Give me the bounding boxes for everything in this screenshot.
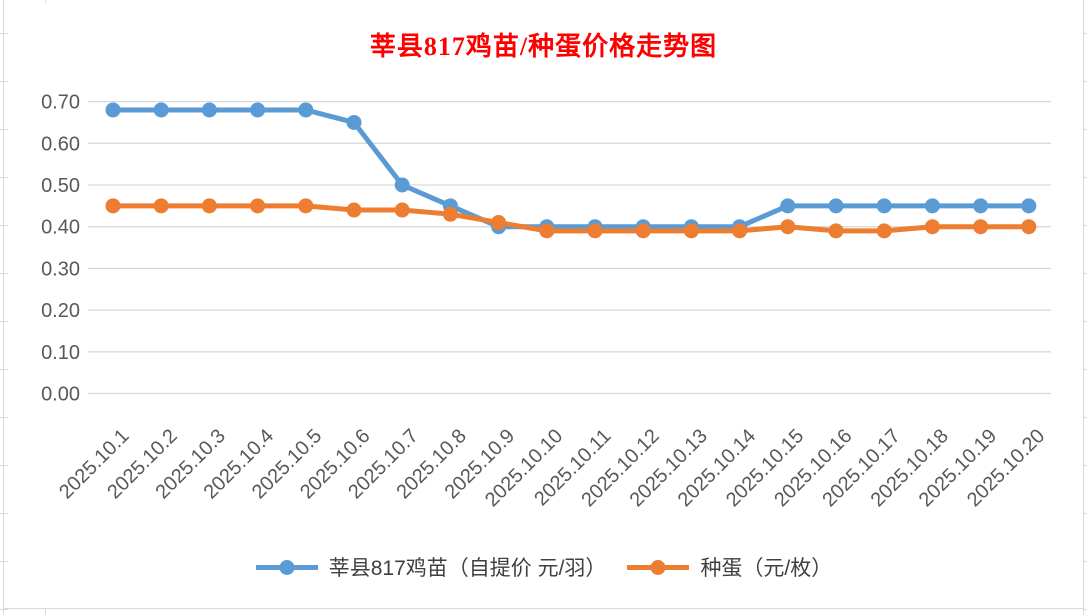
y-axis-tick-label: 0.20: [41, 300, 80, 322]
legend: 莘县817鸡苗（自提价 元/羽） 种蛋（元/枚）: [0, 552, 1087, 582]
spreadsheet-gridline: [45, 609, 46, 615]
data-point-marker: [250, 198, 266, 214]
data-point-marker: [298, 198, 314, 214]
y-axis-tick-label: 0.10: [41, 342, 80, 364]
data-point-marker: [105, 198, 121, 214]
data-point-marker: [105, 102, 121, 118]
data-point-marker: [346, 114, 362, 130]
data-point-marker: [201, 198, 217, 214]
spreadsheet-gridline: [45, 0, 46, 3]
series-line: [110, 203, 1032, 234]
legend-label-egg: 种蛋（元/枚）: [700, 557, 833, 580]
legend-label-chick: 莘县817鸡苗（自提价 元/羽）: [328, 557, 607, 580]
data-point-marker: [298, 102, 314, 118]
data-point-marker: [1021, 219, 1037, 235]
data-point-marker: [973, 219, 989, 235]
y-axis-tick-label: 0.70: [41, 92, 80, 114]
y-axis-tick-label: 0.40: [41, 217, 80, 239]
data-point-marker: [394, 177, 410, 193]
data-point-marker: [491, 215, 507, 231]
y-axis-tick-label: 0.50: [41, 175, 80, 197]
data-point-marker: [732, 223, 748, 239]
data-point-marker: [250, 102, 266, 118]
data-point-marker: [587, 223, 603, 239]
data-point-marker: [973, 198, 989, 214]
spreadsheet-gridline: [4, 608, 1084, 609]
data-point-marker: [346, 202, 362, 218]
y-axis-tick-label: 0.60: [41, 133, 80, 155]
data-point-marker: [201, 102, 217, 118]
y-axis-tick-label: 0.30: [41, 258, 80, 280]
data-point-marker: [924, 219, 940, 235]
data-point-marker: [924, 198, 940, 214]
data-point-marker: [683, 223, 699, 239]
data-point-marker: [876, 198, 892, 214]
spreadsheet-row-lines: [1083, 33, 1087, 611]
data-point-marker: [153, 198, 169, 214]
line-marker-icon: [627, 559, 690, 575]
data-point-marker: [780, 198, 796, 214]
data-point-marker: [635, 223, 651, 239]
data-point-marker: [780, 219, 796, 235]
data-point-marker: [442, 206, 458, 222]
series-0: [105, 102, 1037, 235]
spreadsheet-row-lines: [0, 33, 8, 611]
data-point-marker: [876, 223, 892, 239]
chart-title: 莘县817鸡苗/种蛋价格走势图: [369, 32, 718, 61]
data-point-marker: [539, 223, 555, 239]
data-point-marker: [828, 223, 844, 239]
data-point-marker: [153, 102, 169, 118]
series-line: [110, 107, 1032, 230]
data-point-marker: [828, 198, 844, 214]
data-point-marker: [394, 202, 410, 218]
y-axis-tick-label: 0.00: [41, 384, 80, 406]
line-marker-icon: [255, 559, 318, 575]
legend-item-chick: 莘县817鸡苗（自提价 元/羽）: [255, 552, 607, 582]
series-1: [105, 198, 1037, 239]
data-point-marker: [1021, 198, 1037, 214]
legend-item-egg: 种蛋（元/枚）: [626, 552, 832, 582]
